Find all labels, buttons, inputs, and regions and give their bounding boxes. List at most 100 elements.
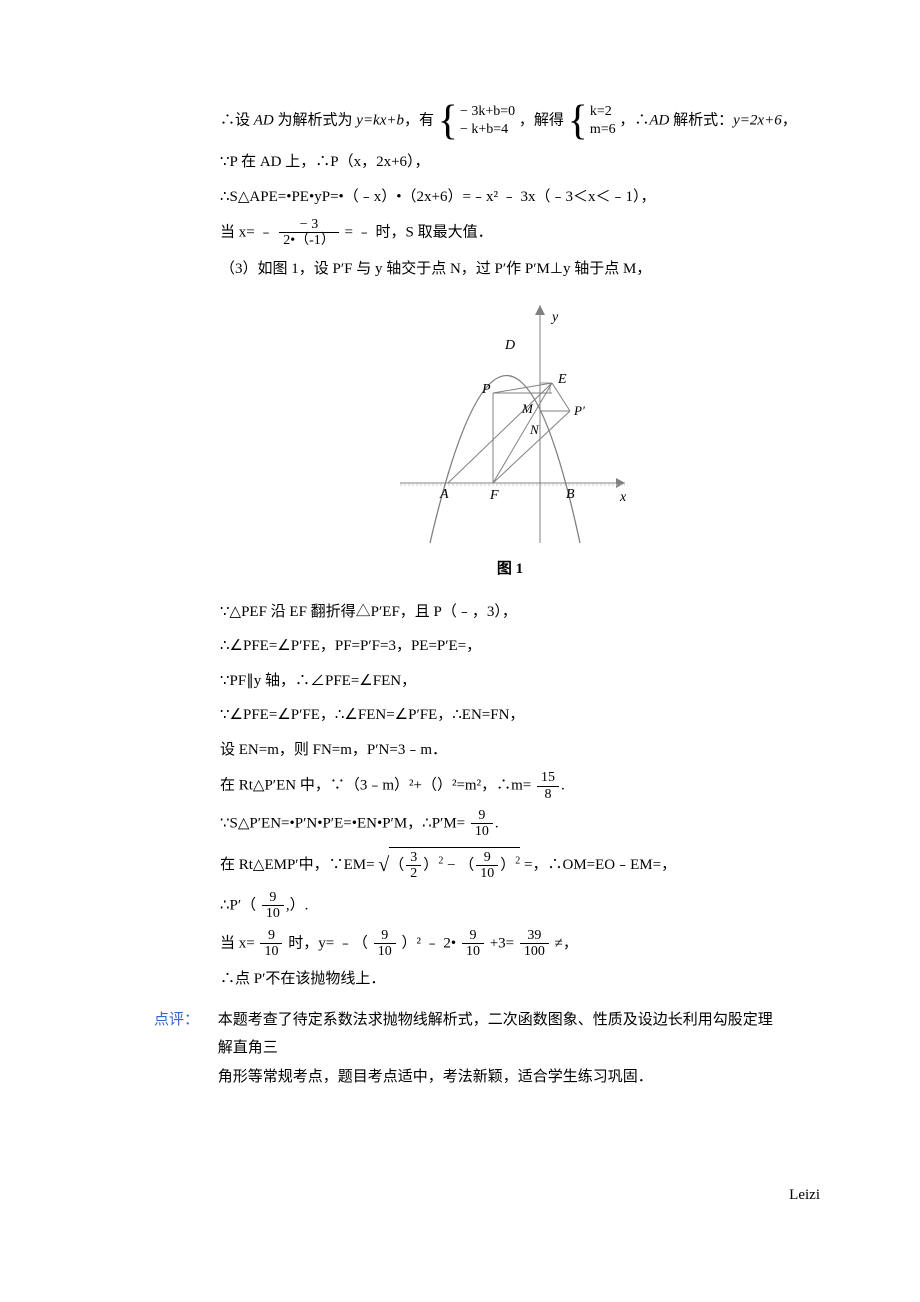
step-line: ∵P 在 AD 上，∴P（x，2x+6）， [220,148,820,177]
denominator: 10 [374,944,396,959]
text: 本题考查了待定系数法求抛物线解析式，二次函数图象、性质及设边长利用勾股定理解直角… [218,1012,773,1057]
step-line: 设 EN=m，则 FN=m，P′N=3﹣m． [220,736,820,765]
text: ， [782,112,797,128]
fraction: 910 [262,890,284,922]
text: ，有 [404,112,438,128]
review-text: 本题考查了待定系数法求抛物线解析式，二次函数图象、性质及设边长利用勾股定理解直角… [218,1006,778,1092]
denominator: 8 [537,787,559,802]
numerator: 9 [462,928,484,944]
eqn: y=kx+b [356,112,404,128]
sys-row: k=2 [590,103,616,121]
sys-row: − 3k+b=0 [460,103,515,121]
step-line: （3）如图 1，设 P′F 与 y 轴交于点 N，过 P′作 P′M⊥y 轴于点… [220,255,820,284]
numerator: 9 [374,928,396,944]
fraction: 32 [406,850,421,882]
text: =，∴OM=EO﹣EM=， [524,857,676,873]
denominator: 10 [476,866,498,881]
fraction: 39100 [520,928,549,960]
text: . [495,815,499,831]
denominator: 10 [471,824,493,839]
fraction: 910 [471,808,493,840]
numerator: 3 [406,850,421,866]
text: 为解析式为 [274,112,357,128]
text: 在 Rt△EMP′中，∵EM= [220,857,375,873]
var-ad: AD [649,112,669,128]
text: ∴P′（ [220,897,256,913]
text: 当 x= [220,935,255,951]
denominator: 10 [462,944,484,959]
sqrt-icon: √ [378,854,389,876]
var-ad: AD [254,112,274,128]
text: ∴点 P′不在该抛物线上． [220,971,385,987]
text: ,）. [286,897,309,913]
step-line: ∴设 AD 为解析式为 y=kx+b，有 { − 3k+b=0− k+b=4 ，解… [220,100,820,142]
step-line: ∴P′（ 910,）. [220,890,820,922]
text: . [561,778,565,794]
step-line: ∵△PEF 沿 EF 翻折得△P′EF，且 P（﹣，3）， [220,598,820,627]
fraction: 910 [260,928,282,960]
eqn: y=2x+6 [733,112,782,128]
denominator: 10 [260,944,282,959]
fraction: 158 [537,770,559,802]
step-line: ∵S△P′EN=•P′N•P′E=•EN•P′M，∴P′M= 910. [220,808,820,840]
step-line: 当 x= ﹣ − 32•（-1） = ﹣ 时，S 取最大值． [220,217,820,249]
step-line: ∴S△APE=•PE•yP=•（﹣x）•（2x+6）=﹣x² ﹣ 3x（﹣3＜x… [220,183,820,212]
fraction: 910 [462,928,484,960]
text: ，解得 [519,112,568,128]
step-line: ∵∠PFE=∠P′FE，∴∠FEN=∠P′FE，∴EN=FN， [220,701,820,730]
point-e: E [557,372,567,387]
axis-x-label: x [619,490,627,505]
brace-icon: { [568,100,588,142]
step-line: ∴∠PFE=∠P′FE，PF=P′F=3，PE=P′E=， [220,632,820,661]
text: ∴S△APE=•PE•yP=•（﹣x）•（2x+6）=﹣x² ﹣ 3x（﹣3＜x… [220,189,655,205]
denominator: 2•（-1） [279,233,339,248]
text: ≠， [555,935,578,951]
numerator: 9 [262,890,284,906]
text: （3）如图 1，设 P′F 与 y 轴交于点 N，过 P′作 P′M⊥y 轴于点… [220,261,651,277]
text: 角形等常规考点，题目考点适中，考法新颖，适合学生练习巩固． [218,1069,653,1085]
denominator: 10 [262,906,284,921]
axis-y-label: y [550,310,559,325]
point-p: P [481,382,491,397]
point-p-prime: P′ [573,403,585,418]
numerator: 9 [260,928,282,944]
text: ∴设 [220,112,254,128]
text: = ﹣ 时，S 取最大值． [345,224,493,240]
figure-1: y x A B F D E P M N P′ 图 1 [200,293,820,584]
text: 当 x= ﹣ [220,224,277,240]
point-n: N [529,422,540,437]
sys-row: − k+b=4 [460,121,515,139]
text: ∴∠PFE=∠P′FE，PF=P′F=3，PE=P′E=， [220,638,481,654]
system-2: k=2m=6 [590,103,616,139]
numerator: 9 [476,850,498,866]
step-line: ∵PF∥y 轴，∴∠PFE=∠FEN， [220,667,820,696]
text: ∵△PEF 沿 EF 翻折得△P′EF，且 P（﹣，3）， [220,604,517,620]
point-f: F [489,488,499,503]
point-d: D [504,338,515,353]
sys-row: m=6 [590,121,616,139]
text: 设 EN=m，则 FN=m，P′N=3﹣m． [220,742,447,758]
text: ∵∠PFE=∠P′FE，∴∠FEN=∠P′FE，∴EN=FN， [220,707,524,723]
denominator: 100 [520,944,549,959]
numerator: 39 [520,928,549,944]
text: ）² ﹣ 2• [401,935,456,951]
numerator: − 3 [279,217,339,233]
text: +3= [490,935,514,951]
fraction: 910 [476,850,498,882]
fraction: 910 [374,928,396,960]
point-b: B [566,487,575,502]
sqrt-body: （32）2 − （910）2 [389,847,520,882]
step-line: 当 x= 910 时，y= ﹣（ 910 ）² ﹣ 2• 910 +3= 391… [220,928,820,960]
review-label: 点评： [154,1006,214,1035]
numerator: 15 [537,770,559,786]
text: ∵P 在 AD 上，∴P（x，2x+6）， [220,154,430,170]
step-line: 在 Rt△EMP′中，∵EM= √ （32）2 − （910）2 =，∴OM=E… [220,846,820,884]
text: ∵S△P′EN=•P′N•P′E=•EN•P′M，∴P′M= [220,815,465,831]
fraction: − 32•（-1） [279,217,339,249]
parabola-diagram: y x A B F D E P M N P′ [380,293,640,553]
denominator: 2 [406,866,421,881]
step-line: 在 Rt△P′EN 中，∵（3﹣m）²+（）²=m²，∴m= 158. [220,770,820,802]
text: 在 Rt△P′EN 中，∵（3﹣m）²+（）²=m²，∴m= [220,778,531,794]
text: ，∴ [619,112,649,128]
point-a: A [439,487,449,502]
